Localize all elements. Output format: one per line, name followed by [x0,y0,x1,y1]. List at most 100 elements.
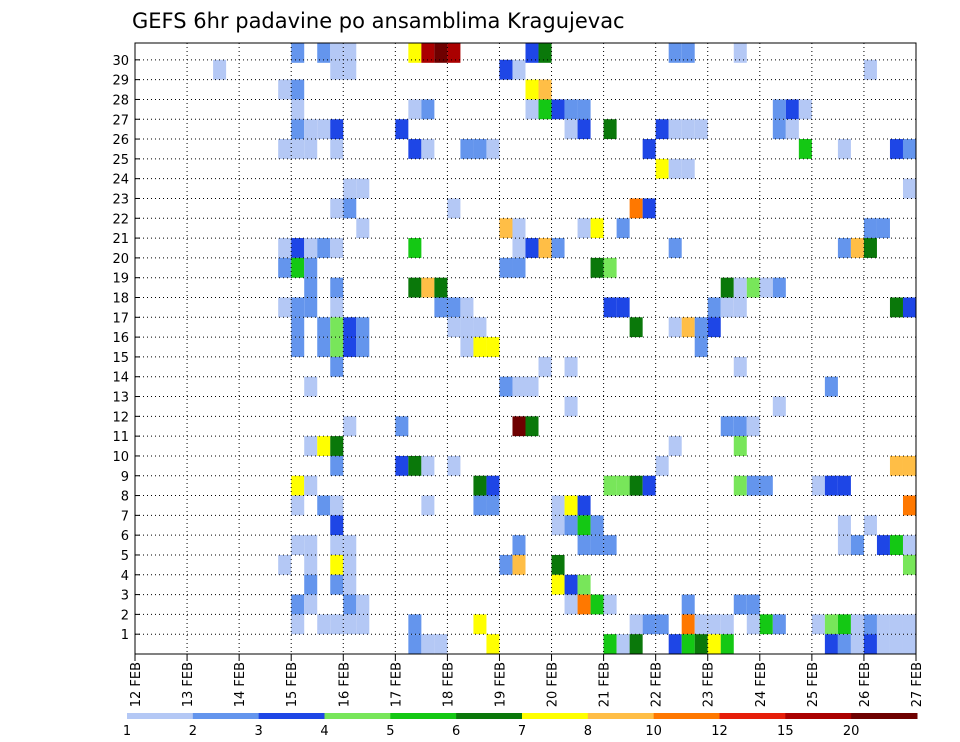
heatmap-cell [798,139,812,159]
x-tick-label: 17 FEB [389,662,404,707]
chart-title: GEFS 6hr padavine po ansamblima Kragujev… [132,9,625,33]
heatmap-cell [278,257,292,278]
heatmap-cell [291,139,305,159]
heatmap-cell [330,139,344,159]
heatmap-cell [746,594,760,615]
heatmap-cell [434,634,448,654]
heatmap-cell [590,535,604,555]
heatmap-cell [863,238,877,258]
heatmap-cell [577,218,591,239]
heatmap-cell [681,158,695,179]
heatmap-cell [694,634,708,654]
heatmap-cell [720,614,734,635]
heatmap-cell [330,554,344,575]
legend-swatch [851,713,918,719]
heatmap-cell [447,198,461,219]
heatmap-cell [681,43,695,63]
heatmap-cell [525,238,539,258]
heatmap-cell [473,475,487,496]
heatmap-cell [837,139,851,159]
heatmap-cell [603,297,617,318]
heatmap-cell [876,634,890,654]
heatmap-cell [538,356,552,377]
heatmap-cell [330,43,344,63]
heatmap-cell [629,198,643,219]
heatmap-cell [564,119,578,140]
heatmap-cell [551,574,565,595]
heatmap-cell [668,238,682,258]
heatmap-cell [720,416,734,437]
heatmap-cells [213,43,916,654]
heatmap-cell [629,614,643,635]
y-tick-label: 30 [112,54,129,69]
y-tick-label: 3 [121,589,129,604]
heatmap-cell [278,139,292,159]
heatmap-cell [902,495,916,516]
heatmap-cell [525,43,539,63]
heatmap-cell [512,376,526,397]
heatmap-cell [564,99,578,120]
y-tick-label: 10 [112,450,129,465]
heatmap-cell [590,515,604,536]
y-tick-label: 2 [121,608,129,623]
heatmap-cell [590,218,604,239]
heatmap-cell [317,614,331,635]
legend-label: 1 [123,724,131,739]
heatmap-cell [902,634,916,654]
heatmap-cell [343,198,357,219]
heatmap-cell [733,356,747,377]
heatmap-cell [304,574,318,595]
heatmap-cell [343,317,357,338]
heatmap-cell [733,297,747,318]
heatmap-cell [304,475,318,496]
y-axis-ticks: 1234567891011121314151617181920212223242… [112,54,140,643]
legend-swatch [127,713,194,719]
heatmap-cell [837,475,851,496]
heatmap-cell [330,574,344,595]
heatmap-cell [642,475,656,496]
heatmap-cell [291,297,305,318]
heatmap-cell [317,317,331,338]
heatmap-cell [564,574,578,595]
heatmap-cell [577,535,591,555]
heatmap-cell [473,495,487,516]
heatmap-cell [902,554,916,575]
heatmap-cell [434,43,448,63]
heatmap-cell [564,495,578,516]
y-tick-label: 20 [112,252,129,267]
heatmap-cell [837,515,851,536]
heatmap-cell [473,614,487,635]
legend-swatch [587,713,655,719]
heatmap-cell [304,277,318,298]
legend-swatch [192,713,260,719]
heatmap-cell [512,535,526,555]
heatmap-cell [629,475,643,496]
heatmap-cell [889,614,903,635]
heatmap-cell [551,238,565,258]
heatmap-cell [512,554,526,575]
color-legend: 1 2 3 4 5 6 7 8 10 12 15 20 [123,713,918,739]
heatmap-cell [304,594,318,615]
heatmap-cell [343,416,357,437]
heatmap-cell [421,277,435,298]
legend-swatch [719,713,786,719]
heatmap-cell [668,436,682,456]
legend-swatch [390,713,457,719]
heatmap-cell [421,634,435,654]
y-tick-label: 23 [112,192,129,207]
legend-swatch [653,713,720,719]
heatmap-cell [694,317,708,338]
heatmap-cell [746,416,760,437]
heatmap-cell [460,139,474,159]
heatmap-cell [330,297,344,318]
heatmap-cell [330,455,344,476]
heatmap-cell [655,614,669,635]
legend-label: 2 [189,724,197,739]
heatmap-cell [421,99,435,120]
heatmap-cell [707,297,721,318]
heatmap-cell [824,614,838,635]
heatmap-cell [902,139,916,159]
heatmap-cell [837,614,851,635]
heatmap-cell [213,59,227,80]
